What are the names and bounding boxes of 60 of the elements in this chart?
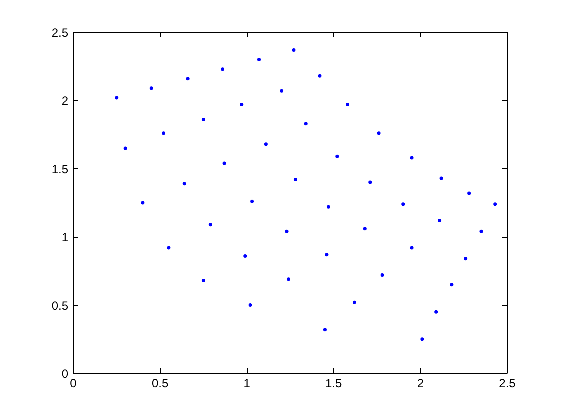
point [352, 300, 356, 304]
point [280, 89, 284, 93]
point [182, 182, 186, 186]
point [162, 132, 166, 136]
point [468, 192, 472, 196]
y-tick-label: 1 [62, 230, 69, 245]
point [222, 162, 226, 166]
point [326, 205, 330, 209]
x-tick-label: 2 [417, 376, 424, 390]
point [420, 338, 424, 342]
x-tick-label: 1 [244, 376, 251, 390]
point [186, 77, 190, 81]
point [167, 246, 171, 250]
point [440, 176, 444, 180]
point [240, 103, 244, 107]
point [244, 254, 248, 258]
y-tick-label: 0.5 [52, 298, 69, 313]
x-tick-label: 0 [70, 376, 78, 390]
point [258, 58, 261, 62]
y-tick-label: 1.5 [52, 162, 69, 176]
point [368, 180, 372, 184]
y-tick-label: 0 [62, 367, 69, 381]
point [115, 96, 119, 100]
point [323, 328, 327, 332]
x-tick-label: 2.5 [499, 376, 516, 390]
point [285, 230, 289, 234]
point [208, 223, 212, 227]
point [494, 202, 498, 206]
point [287, 278, 291, 282]
point [264, 142, 268, 146]
point [124, 146, 128, 150]
point [325, 253, 329, 257]
point [304, 122, 308, 126]
point [402, 202, 406, 206]
point [480, 230, 484, 234]
point [450, 283, 454, 287]
point [318, 74, 322, 78]
point [141, 201, 145, 205]
point [221, 68, 225, 72]
point [292, 48, 296, 52]
point [248, 304, 252, 308]
point [150, 86, 154, 90]
point [434, 310, 438, 314]
y-tick-label: 2 [62, 94, 69, 108]
point [336, 154, 340, 158]
point [410, 156, 414, 160]
x-tick-label: 1.5 [326, 376, 343, 390]
point [363, 227, 367, 231]
point [346, 103, 350, 107]
point [438, 218, 442, 222]
point [464, 257, 468, 261]
point [202, 279, 206, 282]
point [380, 274, 384, 278]
x-tick-label: 0.5 [152, 376, 169, 390]
point [377, 132, 381, 136]
y-tick-label: 2.5 [52, 26, 69, 40]
point [410, 246, 414, 250]
point [250, 200, 254, 204]
point [202, 118, 206, 122]
point [294, 178, 298, 182]
